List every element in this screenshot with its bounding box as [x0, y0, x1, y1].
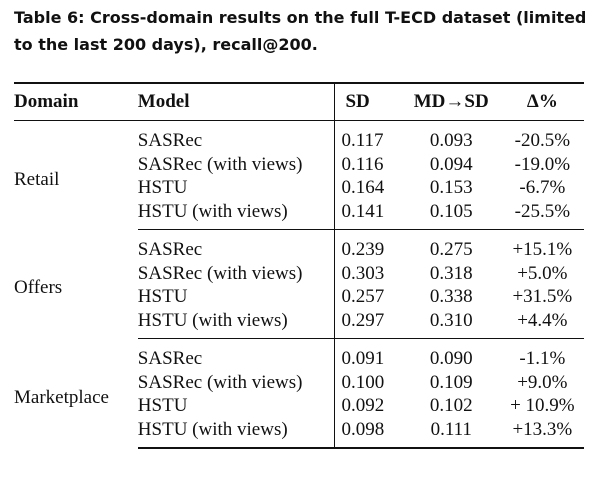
delta-cell: -1.1%	[519, 348, 566, 369]
sd-cell: 0.297	[334, 308, 402, 339]
header-md-sd: MD→SD	[401, 82, 501, 121]
delta-cell: -19.0%	[514, 153, 571, 175]
table-row: HSTU (with views) 0.297 0.310 +4.4%	[14, 308, 584, 339]
domain-cell: Retail	[14, 168, 60, 190]
results-table: Domain Model SD MD→SD Δ% Retail SASRec 0.1…	[14, 82, 584, 449]
model-cell: HSTU (with views)	[137, 417, 335, 449]
model-cell: HSTU	[137, 286, 188, 307]
model-cell: HSTU	[137, 177, 188, 198]
sd-cell: 0.141	[334, 199, 402, 230]
md-sd-cell: 0.109	[429, 371, 473, 393]
model-cell: HSTU (with views)	[137, 199, 335, 230]
model-cell: SASRec (with views)	[137, 153, 303, 175]
model-cell: SASRec (with views)	[137, 371, 303, 393]
md-sd-cell: 0.338	[429, 286, 473, 307]
table-row: HSTU (with views) 0.098 0.111 +13.3%	[14, 417, 584, 449]
md-sd-cell: 0.153	[429, 177, 473, 198]
sd-cell: 0.092	[334, 394, 402, 418]
sd-cell: 0.257	[334, 285, 402, 309]
sd-cell: 0.117	[334, 120, 402, 153]
md-sd-cell: 0.102	[429, 395, 473, 416]
sd-cell: 0.091	[334, 338, 402, 371]
table-row: SASRec (with views) 0.116 0.094 -19.0%	[14, 152, 584, 176]
domain-cell: Marketplace	[14, 386, 109, 408]
sd-cell: 0.164	[334, 176, 402, 200]
header-sd: SD	[334, 82, 402, 121]
table-row: Marketplace SASRec 0.091 0.090 -1.1%	[14, 338, 584, 408]
delta-cell: + 10.9%	[510, 395, 575, 416]
delta-cell: -6.7%	[519, 177, 566, 198]
domain-cell: Offers	[14, 277, 63, 299]
table-caption: Table 6: Cross-domain results on the ful…	[14, 8, 587, 54]
md-sd-cell: 0.310	[401, 308, 501, 339]
sd-cell: 0.116	[334, 152, 402, 176]
table-row: SASRec (with views) 0.100 0.109 +9.0%	[14, 370, 584, 394]
md-sd-cell: 0.318	[429, 262, 473, 284]
md-sd-cell: 0.275	[429, 239, 473, 260]
delta-cell: +13.3%	[500, 417, 584, 449]
md-sd-cell: 0.093	[429, 130, 473, 151]
header-domain: Domain	[14, 82, 138, 121]
model-cell: HSTU	[137, 395, 188, 416]
model-cell: HSTU (with views)	[137, 308, 335, 339]
header-delta: Δ%	[500, 82, 584, 121]
table-header: Domain Model SD MD→SD Δ%	[14, 82, 584, 121]
table-row: HSTU 0.257 0.338 +31.5%	[14, 285, 584, 309]
sd-cell: 0.303	[334, 261, 402, 285]
table-row: HSTU (with views) 0.141 0.105 -25.5%	[14, 199, 584, 230]
delta-cell: +15.1%	[512, 239, 573, 260]
table-row: Offers SASRec 0.239 0.275 +15.1%	[14, 229, 584, 298]
table-row: SASRec (with views) 0.303 0.318 +5.0%	[14, 261, 584, 285]
md-sd-cell: 0.111	[401, 417, 501, 449]
sd-cell: 0.098	[334, 417, 402, 449]
delta-cell: +31.5%	[512, 286, 573, 307]
header-model: Model	[137, 82, 335, 121]
model-cell: SASRec	[137, 348, 203, 369]
delta-cell: -25.5%	[500, 199, 584, 230]
table-body: Retail SASRec 0.117 0.093 -20.5% SASRec (with…	[14, 120, 584, 449]
md-sd-cell: 0.094	[429, 153, 473, 175]
md-sd-cell: 0.105	[401, 199, 501, 230]
delta-cell: -20.5%	[514, 130, 571, 151]
table-row: Retail SASRec 0.117 0.093 -20.5%	[14, 120, 584, 190]
header-row: Domain Model SD MD→SD Δ%	[14, 82, 584, 121]
table-row: HSTU 0.092 0.102 + 10.9%	[14, 394, 584, 418]
md-sd-cell: 0.090	[429, 348, 473, 369]
table-row: HSTU 0.164 0.153 -6.7%	[14, 176, 584, 200]
sd-cell: 0.239	[334, 229, 402, 262]
delta-cell: +4.4%	[500, 308, 584, 339]
model-cell: SASRec	[137, 130, 203, 151]
model-cell: SASRec (with views)	[137, 262, 303, 284]
delta-cell: +5.0%	[517, 262, 568, 284]
model-cell: SASRec	[137, 239, 203, 260]
delta-cell: +9.0%	[517, 371, 568, 393]
sd-cell: 0.100	[334, 370, 402, 394]
